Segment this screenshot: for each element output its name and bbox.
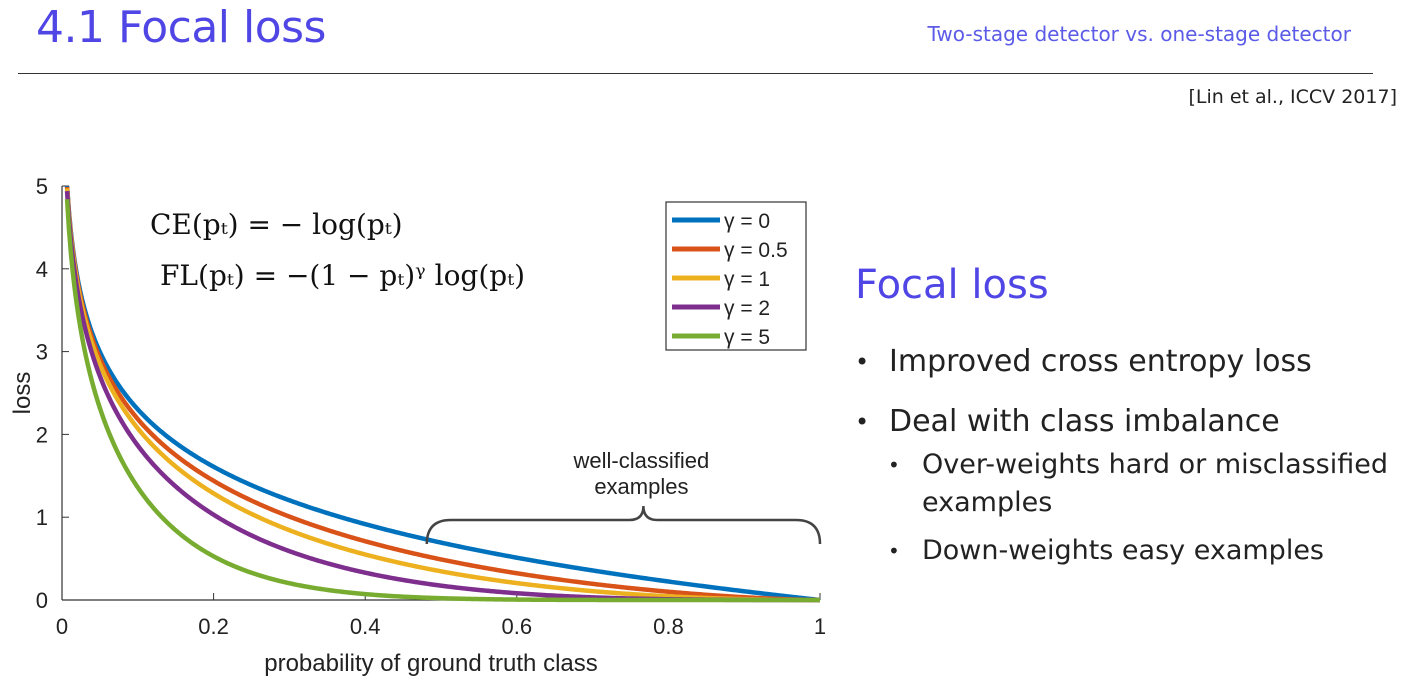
y-tick-label: 5 <box>36 174 48 199</box>
formula-fl: FL(pₜ) = −(1 − pₜ)ᵞ log(pₜ) <box>160 259 525 292</box>
x-axis-label: probability of ground truth class <box>264 650 598 677</box>
bullet-list: Improved cross entropy loss Deal with cl… <box>855 340 1395 580</box>
x-tick-label: 1 <box>814 614 826 639</box>
x-tick-label: 0.2 <box>198 614 229 639</box>
annotation-line-1: well-classified <box>573 448 710 473</box>
sub-bullet-item: Down-weights easy examples <box>855 532 1395 570</box>
x-tick-label: 0.8 <box>653 614 684 639</box>
legend-label: γ = 0.5 <box>724 239 788 262</box>
y-tick-label: 3 <box>36 340 48 365</box>
legend-label: γ = 1 <box>724 268 770 291</box>
y-tick-label: 0 <box>36 588 48 613</box>
x-tick-label: 0.6 <box>502 614 533 639</box>
focal-loss-chart: 0 0.2 0.4 0.6 0.8 1 0 1 2 3 4 5 probability of groun… <box>0 160 840 686</box>
panel-heading: Focal loss <box>855 262 1049 308</box>
legend-label: γ = 0 <box>724 210 770 233</box>
formula-ce: CE(pₜ) = − log(pₜ) <box>150 208 403 241</box>
series-line-gamma-5 <box>64 199 821 603</box>
y-tick-label: 2 <box>36 422 48 447</box>
legend-label: γ = 5 <box>724 326 770 349</box>
annotation-line-2: examples <box>594 474 688 499</box>
sub-bullet-list: Over-weights hard or misclassified examp… <box>855 446 1395 570</box>
y-axis-label: loss <box>9 372 36 415</box>
y-tick-label: 4 <box>36 257 48 282</box>
bullet-item: Deal with class imbalance <box>855 400 1395 444</box>
citation: [Lin et al., ICCV 2017] <box>1188 86 1397 108</box>
legend-label: γ = 2 <box>724 297 770 320</box>
series-line-gamma-0-5 <box>64 186 821 603</box>
slide-title: 4.1 Focal loss <box>36 2 326 53</box>
x-tick-label: 0.4 <box>350 614 381 639</box>
focal-loss-chart-svg: 0 0.2 0.4 0.6 0.8 1 0 1 2 3 4 5 probability of groun… <box>9 174 826 677</box>
bullet-item: Improved cross entropy loss <box>855 340 1395 384</box>
slide-subtitle: Two-stage detector vs. one-stage detecto… <box>927 22 1352 46</box>
sub-bullet-item: Over-weights hard or misclassified examp… <box>855 446 1395 522</box>
x-tick-label: 0 <box>56 614 68 639</box>
title-divider <box>18 73 1373 74</box>
y-tick-label: 1 <box>36 505 48 530</box>
annotation-brace <box>425 505 822 545</box>
series-line-gamma-0 <box>64 185 821 603</box>
